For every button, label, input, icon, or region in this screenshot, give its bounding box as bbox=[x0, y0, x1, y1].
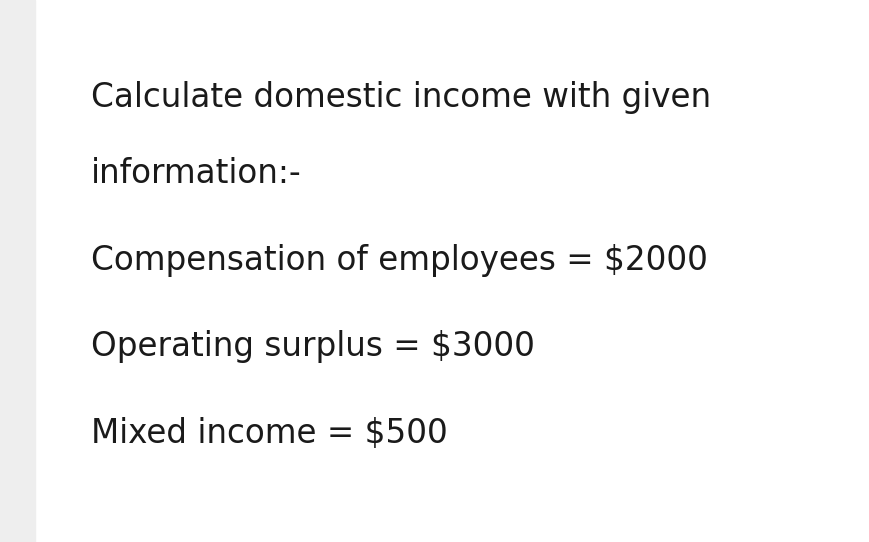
Text: Compensation of employees = $2000: Compensation of employees = $2000 bbox=[91, 244, 707, 276]
Text: information:-: information:- bbox=[91, 157, 302, 190]
Text: Operating surplus = $3000: Operating surplus = $3000 bbox=[91, 331, 534, 363]
Text: Mixed income = $500: Mixed income = $500 bbox=[91, 417, 448, 450]
Text: Calculate domestic income with given: Calculate domestic income with given bbox=[91, 81, 711, 114]
Bar bbox=[0, 0, 35, 542]
